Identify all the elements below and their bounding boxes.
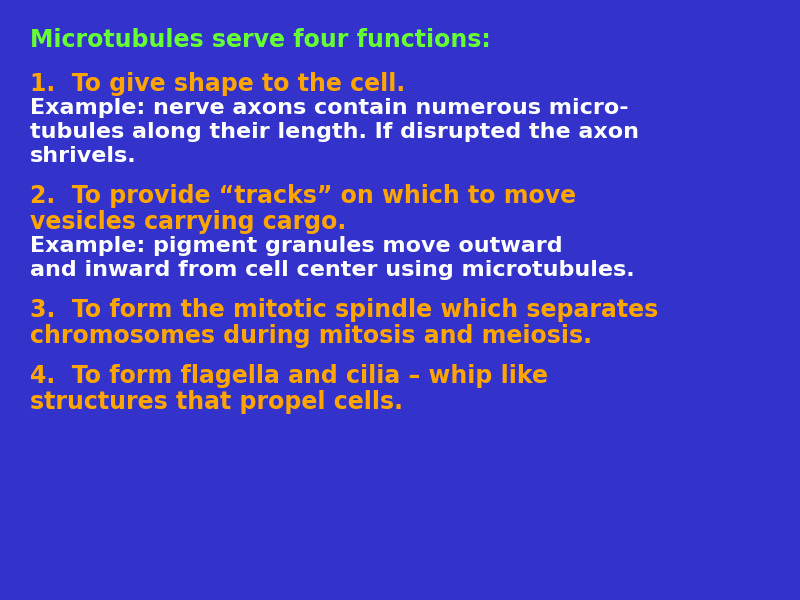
Text: Microtubules serve four functions:: Microtubules serve four functions: xyxy=(30,28,490,52)
Text: tubules along their length. If disrupted the axon: tubules along their length. If disrupted… xyxy=(30,122,639,142)
Text: 3.  To form the mitotic spindle which separates: 3. To form the mitotic spindle which sep… xyxy=(30,298,658,322)
Text: 2.  To provide “tracks” on which to move: 2. To provide “tracks” on which to move xyxy=(30,184,576,208)
Text: and inward from cell center using microtubules.: and inward from cell center using microt… xyxy=(30,260,634,280)
Text: 4.  To form flagella and cilia – whip like: 4. To form flagella and cilia – whip lik… xyxy=(30,364,548,388)
Text: vesicles carrying cargo.: vesicles carrying cargo. xyxy=(30,210,346,234)
Text: Example: pigment granules move outward: Example: pigment granules move outward xyxy=(30,236,562,256)
Text: Example: nerve axons contain numerous micro-: Example: nerve axons contain numerous mi… xyxy=(30,98,629,118)
Text: structures that propel cells.: structures that propel cells. xyxy=(30,390,403,414)
Text: shrivels.: shrivels. xyxy=(30,146,137,166)
Text: chromosomes during mitosis and meiosis.: chromosomes during mitosis and meiosis. xyxy=(30,324,592,348)
Text: 1.  To give shape to the cell.: 1. To give shape to the cell. xyxy=(30,72,406,96)
